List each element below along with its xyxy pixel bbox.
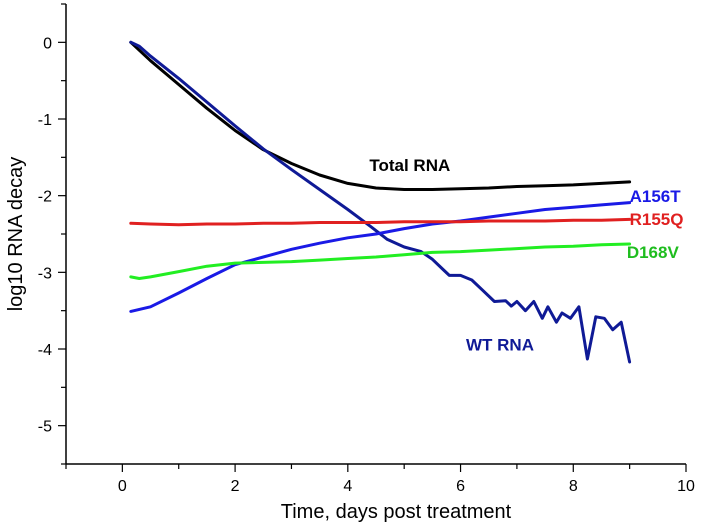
x-axis-title: Time, days post treatment bbox=[281, 501, 512, 523]
series-line-total-rna bbox=[129, 40, 632, 191]
series-line-r155q bbox=[129, 217, 632, 227]
series-label-d168v: D168V bbox=[627, 243, 680, 262]
y-tick-label: -3 bbox=[38, 265, 52, 282]
x-tick-label: 0 bbox=[118, 478, 127, 495]
series-label-r155q: R155Q bbox=[630, 210, 684, 229]
series-label-wt-rna: WT RNA bbox=[466, 336, 534, 355]
axes: 0 2 4 6 8 10 0 -1 -2 -3 -4 -5 bbox=[38, 3, 695, 495]
y-tick-label: -1 bbox=[38, 112, 52, 129]
x-tick-label: 6 bbox=[456, 478, 465, 495]
y-tick-label: -5 bbox=[38, 419, 52, 436]
y-tick-label: 0 bbox=[43, 35, 52, 52]
series-line-d168v bbox=[129, 242, 632, 280]
series-line-wt-rna bbox=[129, 40, 632, 364]
series-label-a156t: A156T bbox=[630, 187, 682, 206]
x-tick-label: 4 bbox=[343, 478, 352, 495]
y-tick-label: -2 bbox=[38, 189, 52, 206]
series-line-a156t bbox=[129, 201, 632, 313]
series-labels: Total RNA A156T R155Q D168V WT RNA bbox=[369, 156, 683, 354]
y-axis-title: log10 RNA decay bbox=[5, 157, 27, 312]
y-tick-label: -4 bbox=[38, 342, 52, 359]
x-tick-label: 2 bbox=[231, 478, 240, 495]
x-tick-label: 10 bbox=[677, 478, 695, 495]
series-label-total-rna: Total RNA bbox=[369, 156, 450, 175]
series-layer bbox=[129, 40, 632, 364]
x-tick-label: 8 bbox=[569, 478, 578, 495]
